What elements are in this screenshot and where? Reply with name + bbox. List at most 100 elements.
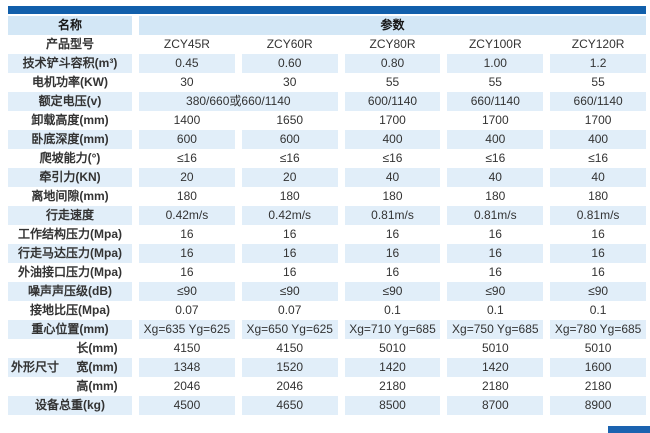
cell-value: 0.81m/s — [337, 206, 441, 225]
row-label: 技术铲斗容积(m³) — [8, 54, 133, 73]
corner-accent-bar — [608, 426, 650, 433]
table-row-total-weight: 设备总重(kg) 4500 4650 8500 8700 8900 — [8, 396, 646, 415]
cell-value: 5010 — [337, 339, 441, 358]
cell-value: 400 — [543, 130, 646, 149]
cell-value: 0.1 — [543, 301, 646, 320]
table-row-width: 宽(mm) 1348 1520 1420 1420 1600 — [8, 358, 646, 377]
cell-value: 30 — [234, 73, 338, 92]
cell-value: 5010 — [440, 339, 543, 358]
cell-value: 1.00 — [440, 54, 544, 73]
cell-value: 180 — [543, 187, 646, 206]
cell-value: 16 — [132, 225, 235, 244]
cell-value: 0.1 — [440, 301, 543, 320]
cell-value: Xg=650 Yg=625 — [234, 320, 338, 339]
cell-value: 55 — [337, 73, 441, 92]
cell-value: 40 — [440, 168, 544, 187]
cell-value: 1420 — [440, 358, 544, 377]
row-label: 重心位置(mm) — [8, 320, 133, 339]
cell-value: 55 — [543, 73, 646, 92]
row-label: 外油接口压力(Mpa) — [18, 265, 122, 279]
table-row-center-of-gravity: 重心位置(mm) Xg=635 Yg=625 Xg=650 Yg=625 Xg=… — [8, 320, 646, 339]
cell-value: Xg=750 Yg=685 — [440, 320, 544, 339]
cell-value: 40 — [337, 168, 441, 187]
cell-value: Xg=710 Yg=685 — [337, 320, 441, 339]
cell-value: 0.42m/s — [132, 206, 235, 225]
cell-value: 180 — [132, 187, 235, 206]
cell-value: 2180 — [543, 377, 646, 396]
cell-value: 16 — [234, 263, 338, 282]
cell-value: 1700 — [543, 111, 646, 130]
cell-value: 0.80 — [337, 54, 441, 73]
table-row-climbing-ability: 爬坡能力(°) ≤16 ≤16 ≤16 ≤16 ≤16 — [8, 149, 646, 168]
top-accent-bar — [8, 6, 646, 14]
cell-value: ≤16 — [543, 149, 646, 168]
cell-value: 16 — [337, 225, 441, 244]
cell-value: 1400 — [132, 111, 235, 130]
cell-value: 2180 — [337, 377, 441, 396]
cell-value: 1348 — [132, 358, 235, 377]
table-row-travel-motor-pressure: 行走马达压力(Mpa) 16 16 16 16 16 — [8, 244, 646, 263]
cell-value: 16 — [543, 244, 646, 263]
cell-value: ≤16 — [132, 149, 235, 168]
cell-value: ≤90 — [234, 282, 338, 301]
cell-value: 16 — [132, 244, 235, 263]
cell-value: ≤16 — [234, 149, 338, 168]
cell-value: 0.81m/s — [543, 206, 646, 225]
row-label: 长(mm) — [76, 341, 118, 355]
table-row-travel-speed: 行走速度 0.42m/s 0.42m/s 0.81m/s 0.81m/s 0.8… — [8, 206, 646, 225]
row-label: 高(mm) — [76, 379, 118, 393]
cell-value: 2046 — [234, 377, 338, 396]
cell-value: 4500 — [132, 396, 235, 415]
cell-value: Xg=780 Yg=685 — [543, 320, 646, 339]
row-label: 行走速度 — [8, 206, 133, 225]
cell-value: 16 — [440, 225, 543, 244]
cell-value: 55 — [440, 73, 543, 92]
cell-value: 4150 — [132, 339, 235, 358]
cell-value: 1650 — [234, 111, 338, 130]
table-row-rated-voltage: 额定电压(v) 380/660或660/1140 600/1140 660/11… — [8, 92, 646, 111]
cell-value: ZCY120R — [543, 35, 646, 54]
cell-value: 40 — [543, 168, 646, 187]
table-header-row: 名称 参数 — [8, 16, 646, 35]
cell-value: ZCY45R — [132, 35, 235, 54]
cell-value: 8900 — [543, 396, 646, 415]
cell-value: ≤90 — [543, 282, 646, 301]
cell-value: 400 — [440, 130, 544, 149]
row-label: 离地间隙(mm) — [31, 189, 109, 203]
cell-value: ≤90 — [337, 282, 441, 301]
cell-value: 8500 — [337, 396, 441, 415]
table-row-external-oil-port-pressure: 外油接口压力(Mpa) 16 16 16 16 16 — [8, 263, 646, 282]
cell-value: 4650 — [234, 396, 338, 415]
cell-value: 380/660或660/1140 — [132, 92, 338, 111]
cell-value: 16 — [440, 263, 543, 282]
table-row-digging-depth: 卧底深度(mm) 600 600 400 400 400 — [8, 130, 646, 149]
cell-value: 180 — [440, 187, 543, 206]
spec-table: 名称 参数 产品型号 ZCY45R ZCY60R ZCY80R ZCY100R … — [8, 16, 646, 415]
table-row-length: 外形尺寸 长(mm) 4150 4150 5010 5010 5010 — [8, 339, 646, 396]
cell-value: 16 — [337, 263, 441, 282]
cell-value: 600 — [234, 130, 338, 149]
cell-value: 16 — [440, 244, 544, 263]
cell-value: 0.45 — [132, 54, 235, 73]
cell-value: ZCY100R — [440, 35, 543, 54]
cell-value: 16 — [234, 244, 338, 263]
cell-value: 16 — [132, 263, 235, 282]
table-row-work-structure-pressure: 工作结构压力(Mpa) 16 16 16 16 16 — [8, 225, 646, 244]
table-row-model: 产品型号 ZCY45R ZCY60R ZCY80R ZCY100R ZCY120… — [8, 35, 646, 54]
cell-value: 1600 — [543, 358, 646, 377]
cell-value: ≤16 — [440, 149, 543, 168]
dimension-group-label: 外形尺寸 — [8, 339, 62, 396]
cell-value: 5010 — [543, 339, 646, 358]
table-row-bucket-capacity: 技术铲斗容积(m³) 0.45 0.60 0.80 1.00 1.2 — [8, 54, 646, 73]
cell-value: Xg=635 Yg=625 — [132, 320, 235, 339]
cell-value: 16 — [543, 263, 646, 282]
row-label: 卸载高度(mm) — [31, 113, 109, 127]
cell-value: 2046 — [132, 377, 235, 396]
cell-value: 4150 — [234, 339, 338, 358]
cell-value: 660/1140 — [440, 92, 544, 111]
cell-value: 660/1140 — [543, 92, 646, 111]
cell-value: 180 — [337, 187, 441, 206]
cell-value: 1700 — [337, 111, 441, 130]
table-row-ground-pressure: 接地比压(Mpa) 0.07 0.07 0.1 0.1 0.1 — [8, 301, 646, 320]
row-label: 接地比压(Mpa) — [30, 303, 110, 317]
